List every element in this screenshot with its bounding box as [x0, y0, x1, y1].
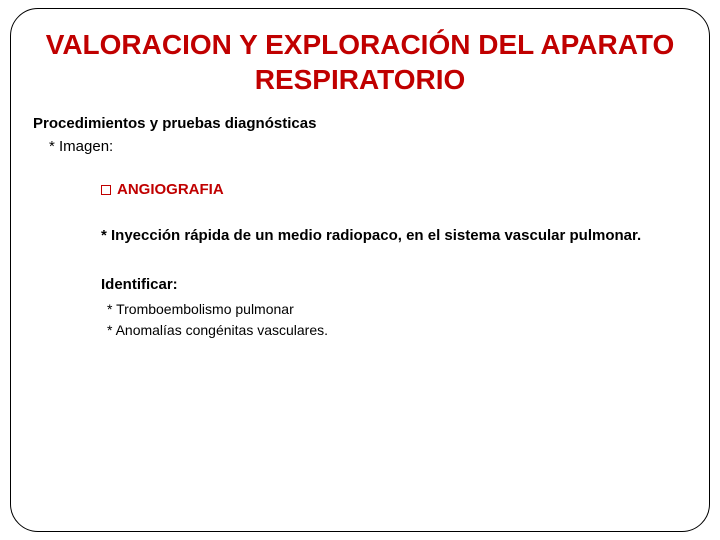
category-label: * Imagen:	[49, 138, 681, 155]
topic-heading-text: ANGIOGRAFIA	[117, 181, 224, 198]
identify-item: * Tromboembolismo pulmonar	[107, 301, 681, 317]
identify-label: Identificar:	[101, 276, 681, 293]
square-bullet-icon	[101, 185, 111, 195]
section-subtitle: Procedimientos y pruebas diagnósticas	[33, 115, 681, 132]
identify-item: * Anomalías congénitas vasculares.	[107, 322, 681, 338]
topic-heading: ANGIOGRAFIA	[101, 181, 681, 198]
description-text: * Inyección rápida de un medio radiopaco…	[101, 226, 661, 246]
content-block: ANGIOGRAFIA * Inyección rápida de un med…	[101, 181, 681, 338]
slide-title: VALORACION Y EXPLORACIÓN DEL APARATO RES…	[39, 27, 681, 97]
slide-frame: VALORACION Y EXPLORACIÓN DEL APARATO RES…	[10, 8, 710, 532]
